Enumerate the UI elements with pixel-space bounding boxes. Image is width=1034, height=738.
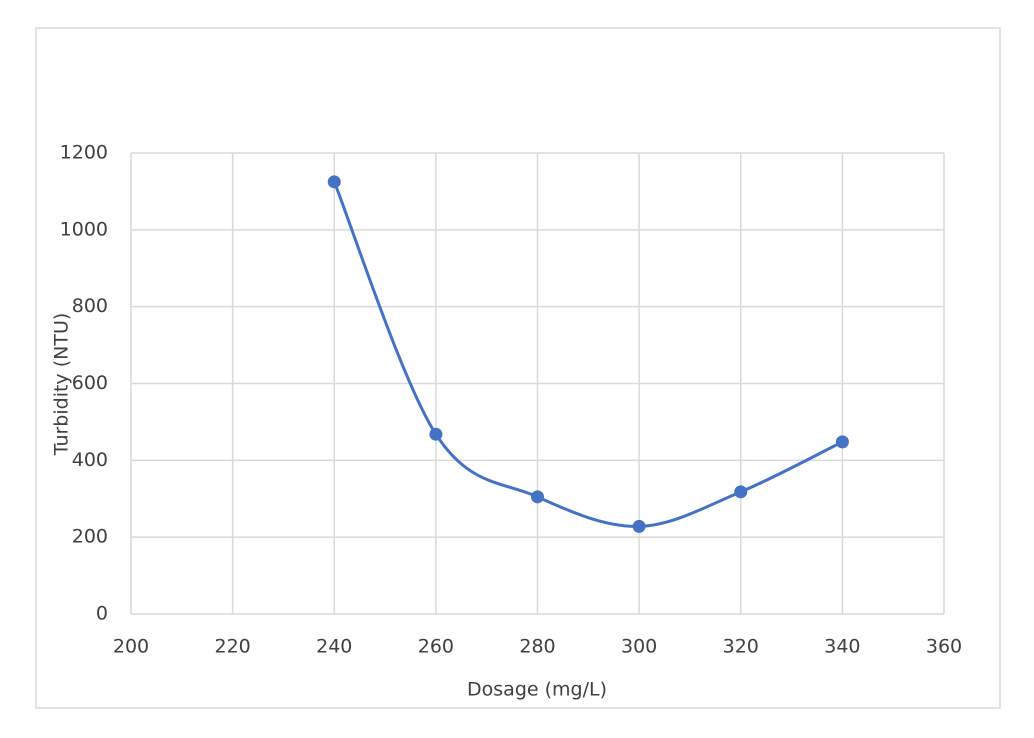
x-tick-label: 340 bbox=[824, 636, 860, 658]
y-tick-label: 400 bbox=[72, 449, 108, 471]
plot bbox=[327, 175, 849, 533]
x-tick-label: 280 bbox=[519, 636, 555, 658]
grid bbox=[130, 152, 945, 615]
x-tick-label: 240 bbox=[316, 636, 352, 658]
point bbox=[835, 435, 849, 449]
x-tick-label: 200 bbox=[113, 636, 149, 658]
x-axis-title: Dosage (mg/L) bbox=[467, 679, 607, 701]
point bbox=[531, 490, 544, 504]
point bbox=[632, 519, 646, 533]
y-axis-title: Turbidity (NTU) bbox=[51, 313, 73, 457]
y-tick-label: 200 bbox=[72, 526, 108, 548]
chart-frame bbox=[35, 27, 1001, 709]
x-tick-label: 260 bbox=[418, 636, 454, 658]
y-tick-label: 600 bbox=[72, 372, 108, 394]
y-tick-label: 800 bbox=[72, 295, 108, 317]
y-tick-label: 1000 bbox=[60, 218, 108, 240]
x-tick-label: 360 bbox=[926, 636, 962, 658]
point bbox=[429, 427, 443, 441]
point bbox=[734, 485, 748, 499]
x-tick-label: 320 bbox=[723, 636, 759, 658]
x-tick-label: 220 bbox=[214, 636, 250, 658]
y-tick-label: 0 bbox=[96, 603, 108, 625]
y-tick-label: 1200 bbox=[60, 142, 108, 164]
x-tick-label: 300 bbox=[621, 636, 657, 658]
point bbox=[327, 175, 341, 189]
